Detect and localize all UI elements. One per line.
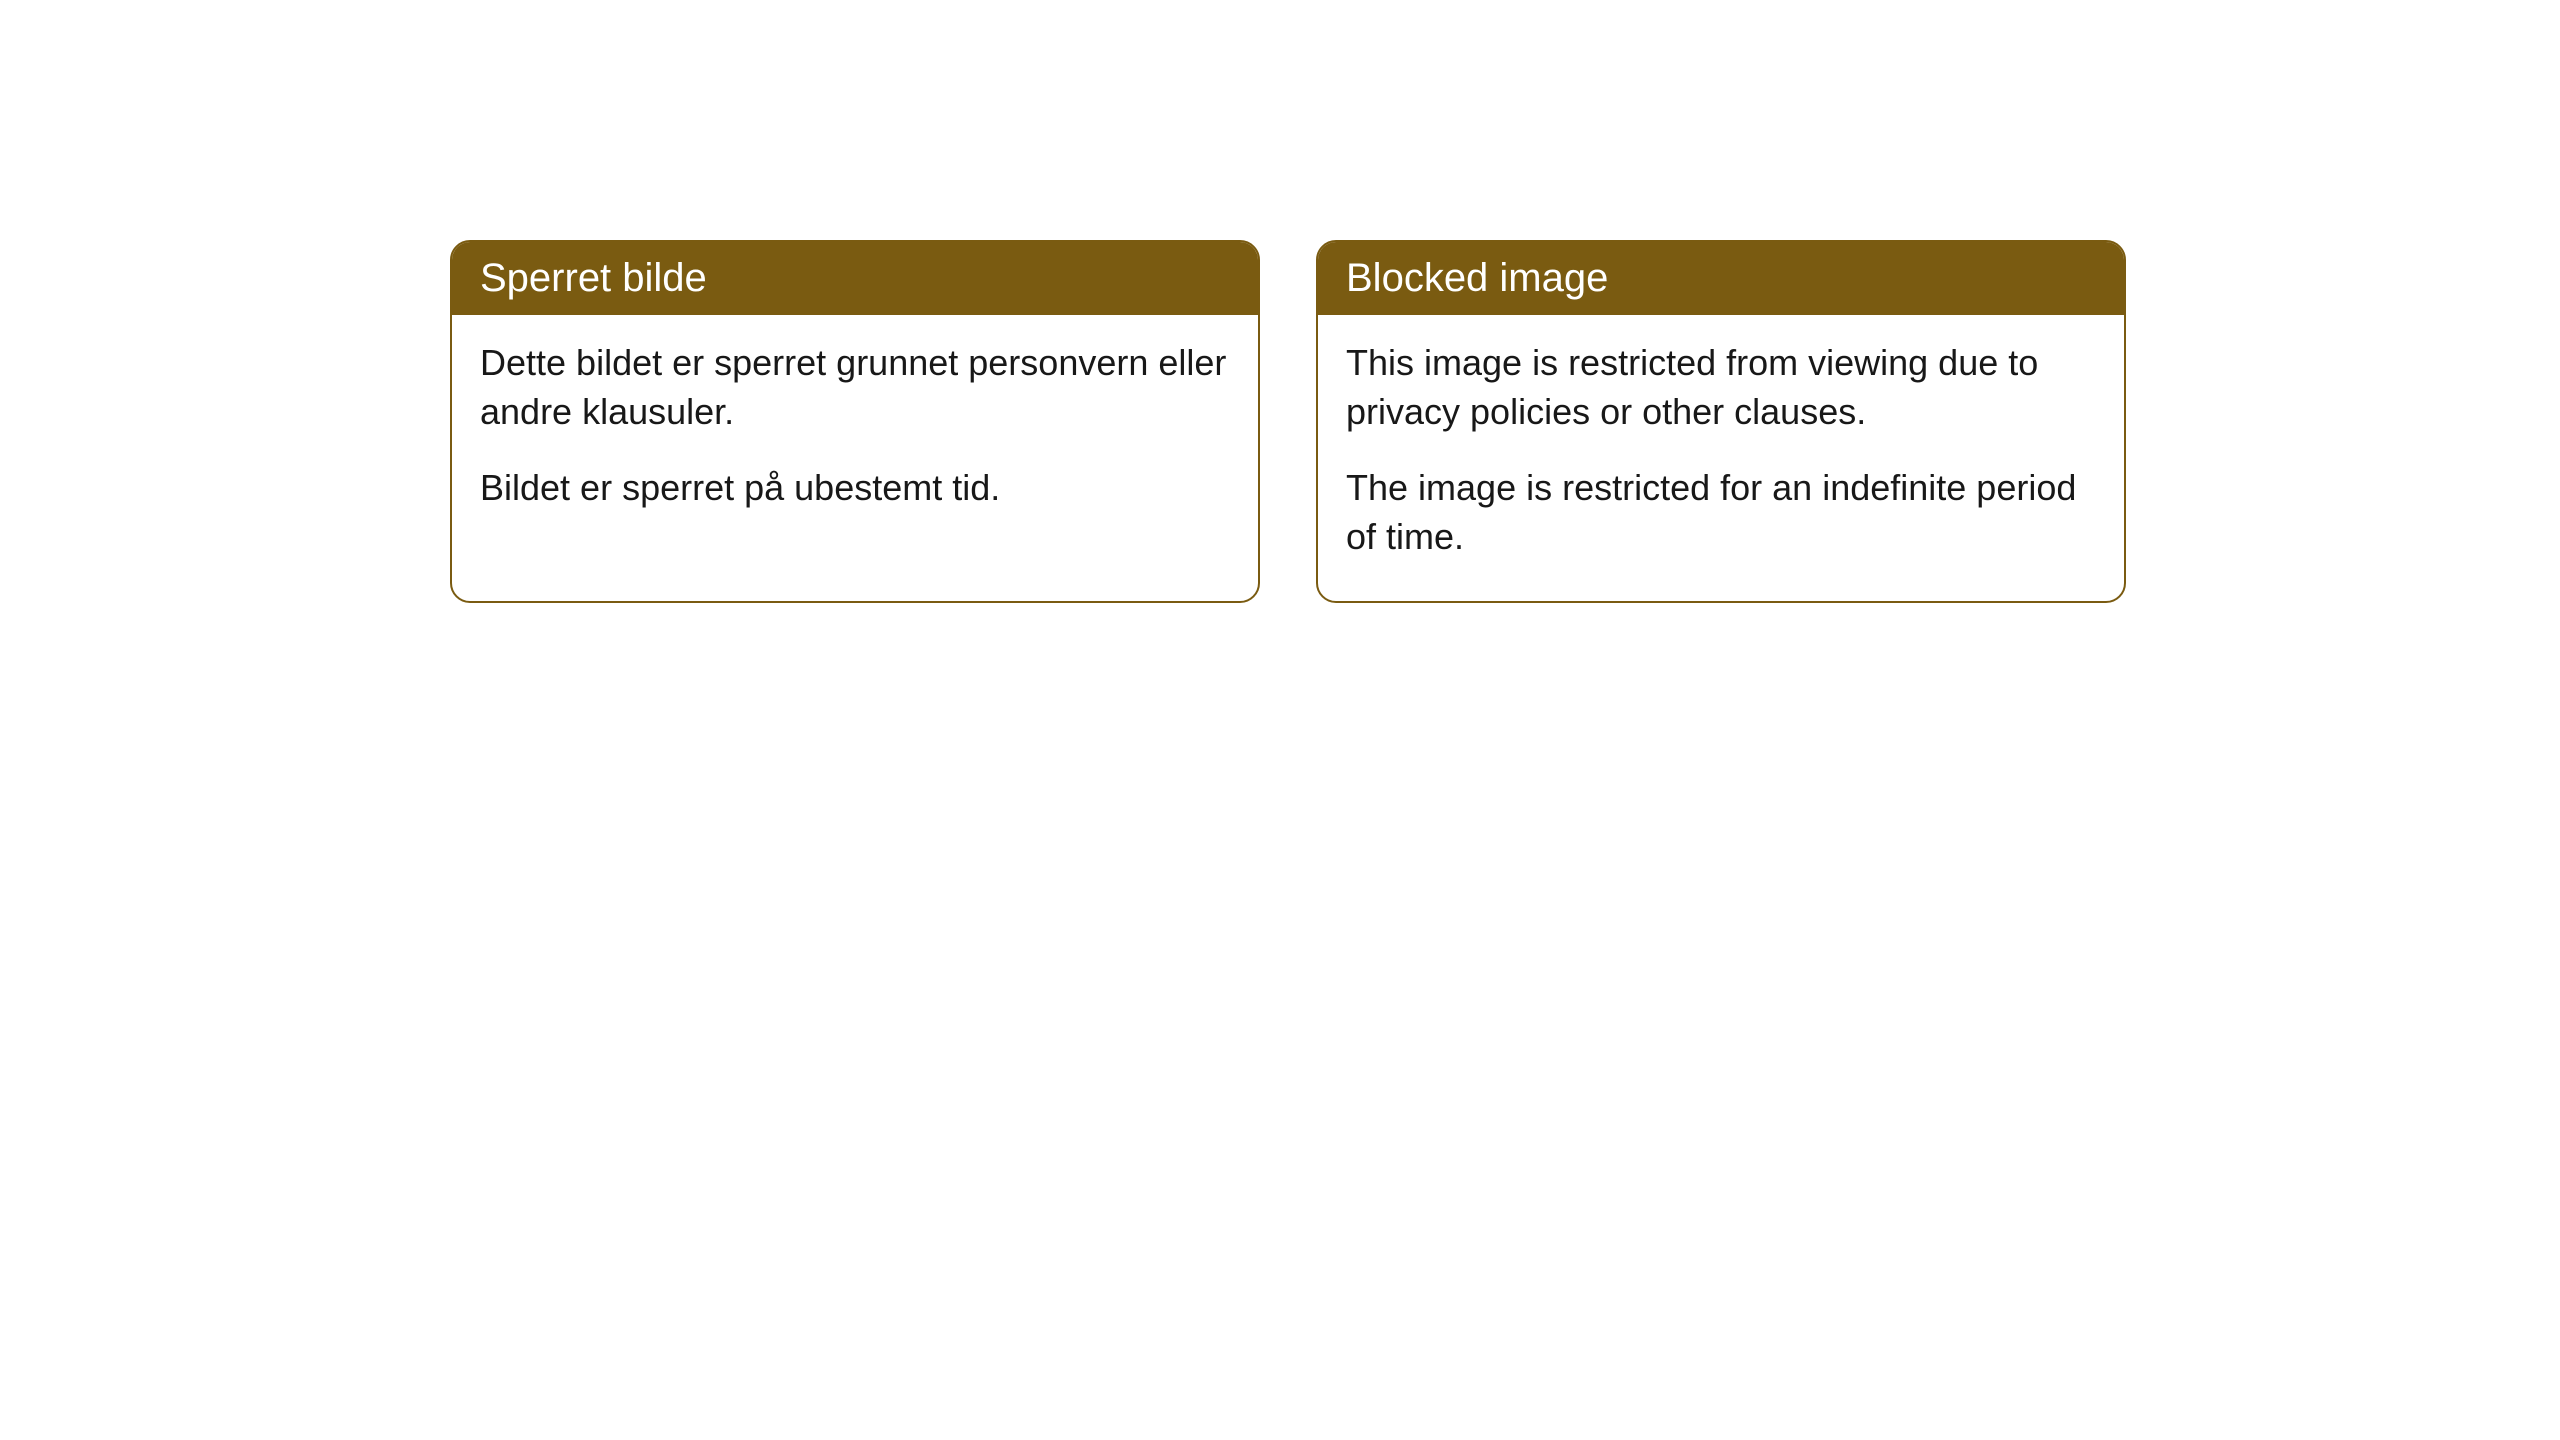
card-title: Blocked image: [1346, 256, 1608, 300]
card-header-english: Blocked image: [1318, 242, 2124, 315]
card-body-english: This image is restricted from viewing du…: [1318, 315, 2124, 601]
card-paragraph-2: The image is restricted for an indefinit…: [1346, 464, 2096, 561]
card-header-norwegian: Sperret bilde: [452, 242, 1258, 315]
card-paragraph-2: Bildet er sperret på ubestemt tid.: [480, 464, 1230, 513]
blocked-image-card-english: Blocked image This image is restricted f…: [1316, 240, 2126, 603]
card-title: Sperret bilde: [480, 256, 707, 300]
blocked-image-card-norwegian: Sperret bilde Dette bildet er sperret gr…: [450, 240, 1260, 603]
card-paragraph-1: This image is restricted from viewing du…: [1346, 339, 2096, 436]
card-body-norwegian: Dette bildet er sperret grunnet personve…: [452, 315, 1258, 553]
notice-cards-container: Sperret bilde Dette bildet er sperret gr…: [450, 240, 2126, 603]
card-paragraph-1: Dette bildet er sperret grunnet personve…: [480, 339, 1230, 436]
